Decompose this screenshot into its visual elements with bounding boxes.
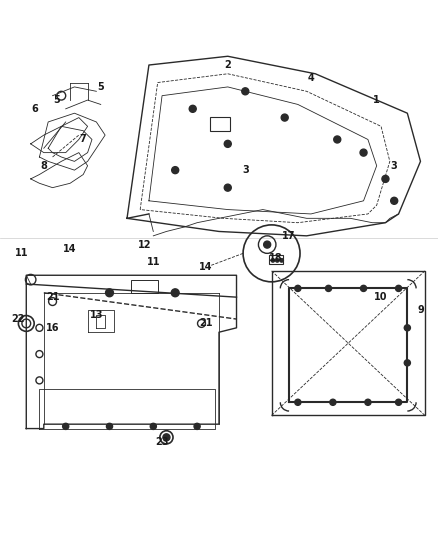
Circle shape <box>295 399 301 405</box>
Text: 5: 5 <box>53 95 60 105</box>
Circle shape <box>63 423 69 430</box>
Text: 21: 21 <box>46 292 59 302</box>
Circle shape <box>382 175 389 182</box>
Text: 14: 14 <box>64 244 77 254</box>
Circle shape <box>194 423 200 430</box>
Circle shape <box>172 167 179 174</box>
Circle shape <box>391 197 398 204</box>
Circle shape <box>281 114 288 121</box>
Circle shape <box>264 241 271 248</box>
Circle shape <box>325 285 332 292</box>
Circle shape <box>276 259 279 262</box>
Text: 21: 21 <box>199 318 212 328</box>
Text: 6: 6 <box>32 104 39 114</box>
Circle shape <box>271 259 275 262</box>
Circle shape <box>224 184 231 191</box>
Circle shape <box>330 399 336 405</box>
Text: 12: 12 <box>138 240 151 249</box>
Bar <box>131 280 158 293</box>
Text: 16: 16 <box>46 323 59 333</box>
Text: 13: 13 <box>90 310 103 320</box>
Circle shape <box>360 285 367 292</box>
Circle shape <box>171 289 179 297</box>
Text: 23: 23 <box>155 437 169 447</box>
Text: 22: 22 <box>11 314 24 324</box>
Text: 4: 4 <box>307 73 314 83</box>
Text: 1: 1 <box>373 95 380 105</box>
Text: 8: 8 <box>40 161 47 171</box>
Text: 14: 14 <box>199 262 212 271</box>
Circle shape <box>334 136 341 143</box>
Text: 9: 9 <box>417 305 424 316</box>
Circle shape <box>360 149 367 156</box>
Text: 7: 7 <box>80 134 87 144</box>
Circle shape <box>106 423 113 430</box>
Circle shape <box>396 399 402 405</box>
Text: 17: 17 <box>283 231 296 241</box>
Text: 11: 11 <box>15 248 28 259</box>
Text: 18: 18 <box>269 253 283 263</box>
Circle shape <box>404 360 410 366</box>
Text: 11: 11 <box>147 257 160 267</box>
Text: 10: 10 <box>374 292 388 302</box>
Circle shape <box>150 423 156 430</box>
Text: 5: 5 <box>97 82 104 92</box>
Text: 2: 2 <box>224 60 231 70</box>
Circle shape <box>163 434 170 441</box>
Bar <box>269 255 283 264</box>
Bar <box>210 117 230 131</box>
Circle shape <box>404 325 410 331</box>
Circle shape <box>295 285 301 292</box>
Circle shape <box>280 259 283 262</box>
Text: 3: 3 <box>391 161 398 171</box>
Circle shape <box>189 106 196 112</box>
Circle shape <box>365 399 371 405</box>
Circle shape <box>396 285 402 292</box>
Text: 3: 3 <box>242 165 249 175</box>
Circle shape <box>242 88 249 95</box>
Circle shape <box>224 140 231 147</box>
Circle shape <box>106 289 113 297</box>
